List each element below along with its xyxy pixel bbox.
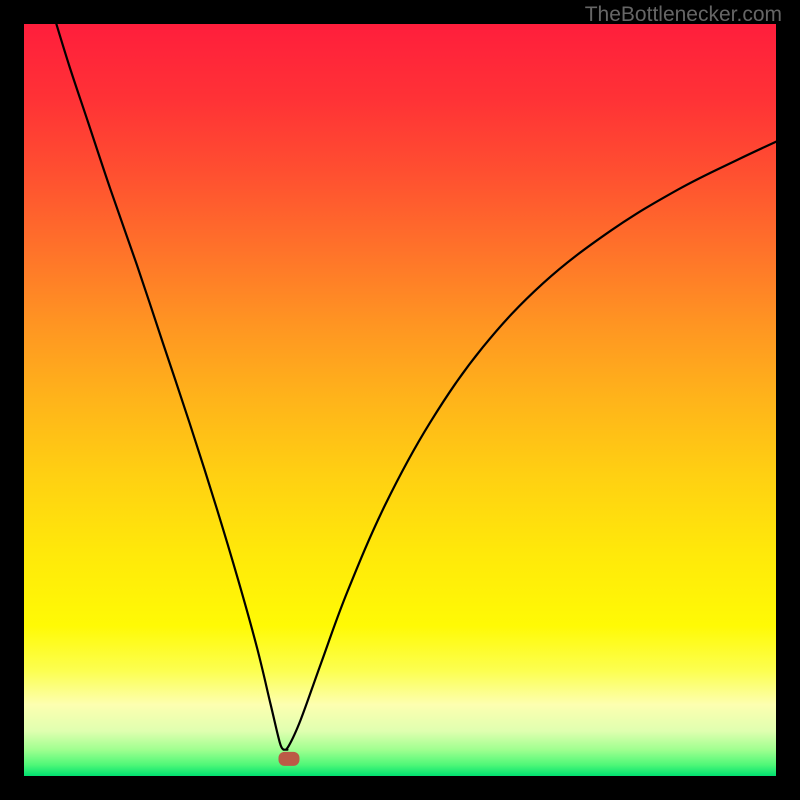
chart-frame: TheBottlenecker.com <box>0 0 800 800</box>
plot-area <box>24 24 776 776</box>
bottleneck-curve <box>54 16 783 749</box>
bottleneck-curve-svg <box>24 24 776 776</box>
apex-marker <box>278 752 299 766</box>
watermark-text: TheBottlenecker.com <box>585 3 782 27</box>
